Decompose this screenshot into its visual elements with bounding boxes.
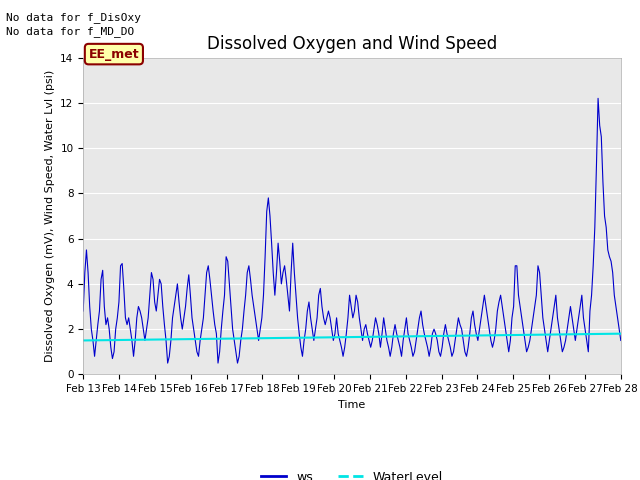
ws [430,326,438,332]
Text: EE_met: EE_met [88,48,140,60]
Text: No data for f_MD_DO: No data for f_MD_DO [6,26,134,37]
ws [164,360,172,366]
ws [594,96,602,101]
ws [521,337,529,343]
ws [79,308,87,314]
ws [515,292,522,298]
Title: Dissolved Oxygen and Wind Speed: Dissolved Oxygen and Wind Speed [207,35,497,53]
Line: ws: ws [83,98,621,363]
ws [617,337,625,343]
Legend: ws, WaterLevel: ws, WaterLevel [256,466,448,480]
Text: No data for f_DisOxy: No data for f_DisOxy [6,12,141,23]
ws [289,240,296,246]
ws [563,326,571,332]
Y-axis label: Dissolved Oxygen (mV), Wind Speed, Water Lvl (psi): Dissolved Oxygen (mV), Wind Speed, Water… [45,70,54,362]
ws [573,326,580,332]
X-axis label: Time: Time [339,400,365,409]
